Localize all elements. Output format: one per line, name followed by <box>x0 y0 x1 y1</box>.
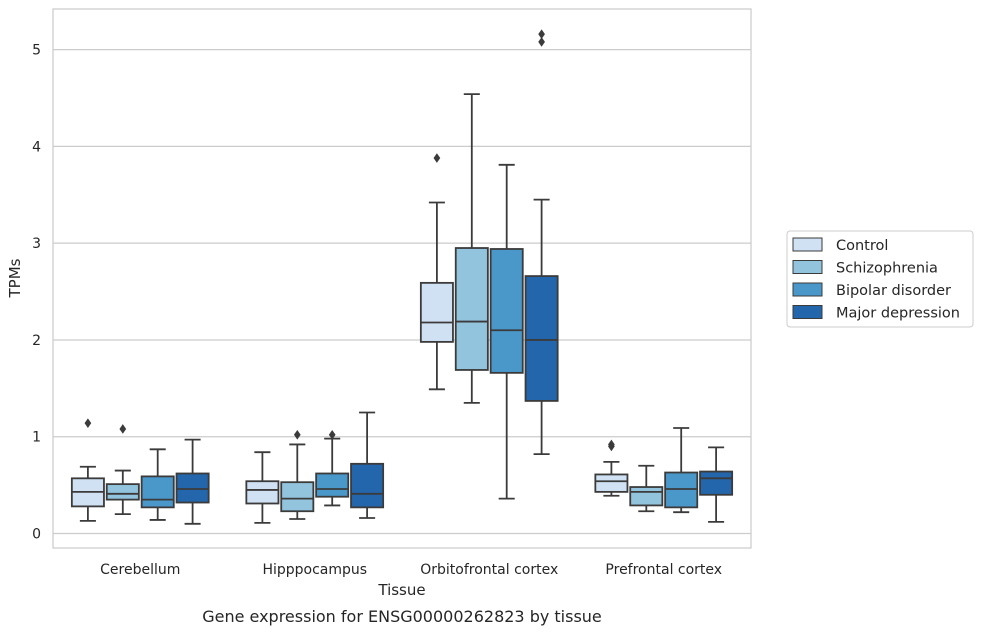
box-2-3 <box>524 29 559 456</box>
y-tick-labels: 0 1 2 3 4 5 <box>32 43 41 543</box>
box-body <box>105 483 140 501</box>
legend-swatch <box>792 237 823 252</box>
legend-label: Major depression <box>836 306 960 322</box>
box-body <box>594 473 629 493</box>
x-tick-label: Orbitofrontal cortex <box>420 562 558 578</box>
outlier-point <box>84 418 92 428</box>
box-2-2 <box>489 163 524 500</box>
box-1-1 <box>280 429 315 520</box>
legend-frame <box>786 230 974 328</box>
box-2-1 <box>454 93 489 404</box>
x-tick-label: Prefrontal cortex <box>605 562 722 578</box>
y-tick-label: 1 <box>32 430 41 446</box>
legend-label: Schizophrenia <box>836 261 938 277</box>
box-body <box>245 480 280 505</box>
legend-label: Bipolar disorder <box>836 283 951 299</box>
box-body <box>454 247 489 371</box>
plot-frame <box>52 8 752 549</box>
legend-label: Control <box>836 238 888 254</box>
x-tick-label: Hipppocampus <box>262 562 367 578</box>
box-1-2 <box>315 429 350 507</box>
y-tick-label: 3 <box>32 236 41 252</box>
box-body <box>419 281 454 343</box>
box-body <box>699 470 734 496</box>
figure-caption: Gene expression for ENSG00000262823 by t… <box>202 607 602 626</box>
outlier-point <box>608 439 615 450</box>
box-body <box>664 471 699 509</box>
box-body <box>140 475 175 509</box>
outlier-point <box>293 429 301 440</box>
y-axis-title: TPMs <box>6 258 24 298</box>
box-2-0 <box>419 153 454 391</box>
legend-swatch <box>792 260 823 274</box>
box-0-1 <box>105 424 140 516</box>
x-tick-label: Cerebellum <box>100 562 180 578</box>
box-body <box>315 472 350 498</box>
y-tick-label: 0 <box>32 526 41 542</box>
box-body <box>629 486 664 507</box>
box-3-1 <box>629 464 664 513</box>
box-body <box>175 472 210 504</box>
box-body <box>524 275 559 402</box>
y-tick-label: 5 <box>32 43 41 59</box>
box-0-0 <box>70 418 105 522</box>
legend-swatch <box>792 282 823 297</box>
outlier-point <box>119 424 127 434</box>
box-0-3 <box>175 438 210 525</box>
legend: Control Schizophrenia Bipolar disorder Majo… <box>786 230 974 328</box>
outlier-point <box>433 153 441 163</box>
outlier-point <box>538 37 545 47</box>
y-tick-label: 2 <box>32 333 41 349</box>
box-3-2 <box>664 427 699 514</box>
outlier-point <box>538 29 545 39</box>
box-0-2 <box>140 448 175 521</box>
x-axis-title: Tissue <box>377 581 425 599</box>
box-3-3 <box>699 446 734 523</box>
box-body <box>350 462 385 509</box>
outlier-point <box>328 429 336 440</box>
box-1-3 <box>350 411 385 519</box>
legend-items: Control Schizophrenia Bipolar disorder Majo… <box>792 237 960 322</box>
legend-swatch <box>792 305 823 319</box>
boxes-layer <box>70 29 734 525</box>
box-3-0 <box>594 439 629 497</box>
box-body <box>280 481 315 513</box>
y-tick-label: 4 <box>32 139 41 155</box>
grid-lines <box>53 49 751 535</box>
x-tick-labels: Cerebellum Hipppocampus Orbitofrontal cort… <box>100 562 722 578</box>
box-body <box>489 248 524 374</box>
box-1-0 <box>245 451 280 524</box>
